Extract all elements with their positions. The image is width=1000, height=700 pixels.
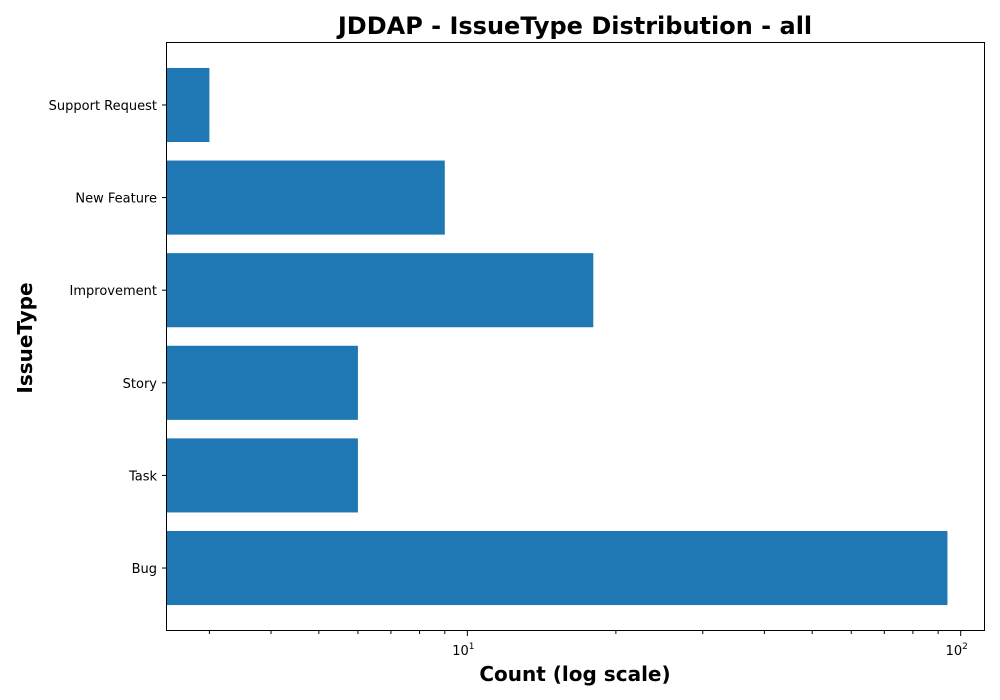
y-axis-label: IssueType <box>13 282 37 393</box>
x-tick-exponent: 1 <box>469 642 475 652</box>
y-tick-label-bug: Bug <box>132 562 157 577</box>
y-tick-label-support-request: Support Request <box>49 99 157 114</box>
bar-support-request <box>166 67 210 143</box>
y-tick-label-story: Story <box>123 377 158 392</box>
x-axis-ticks: 101 102 <box>208 631 968 659</box>
bar-bug <box>166 530 948 606</box>
y-axis-ticks: Bug Task Story Improvement New Feature Suppor… <box>49 99 166 577</box>
bar-improvement <box>166 253 594 328</box>
bars-group <box>166 67 948 606</box>
y-tick-label-improvement: Improvement <box>70 284 157 299</box>
y-tick-label-new-feature: New Feature <box>75 192 157 207</box>
chart-title: JDDAP - IssueType Distribution - all <box>336 12 812 40</box>
x-tick-exponent: 2 <box>962 642 968 652</box>
x-tick-label: 102 <box>946 642 968 659</box>
x-tick-label: 101 <box>452 642 474 659</box>
bar-task <box>166 438 358 513</box>
x-axis-label: Count (log scale) <box>479 662 670 686</box>
bar-new-feature <box>166 160 445 235</box>
y-tick-label-task: Task <box>128 469 158 484</box>
plot-frame <box>166 42 985 631</box>
bar-story <box>166 345 358 420</box>
